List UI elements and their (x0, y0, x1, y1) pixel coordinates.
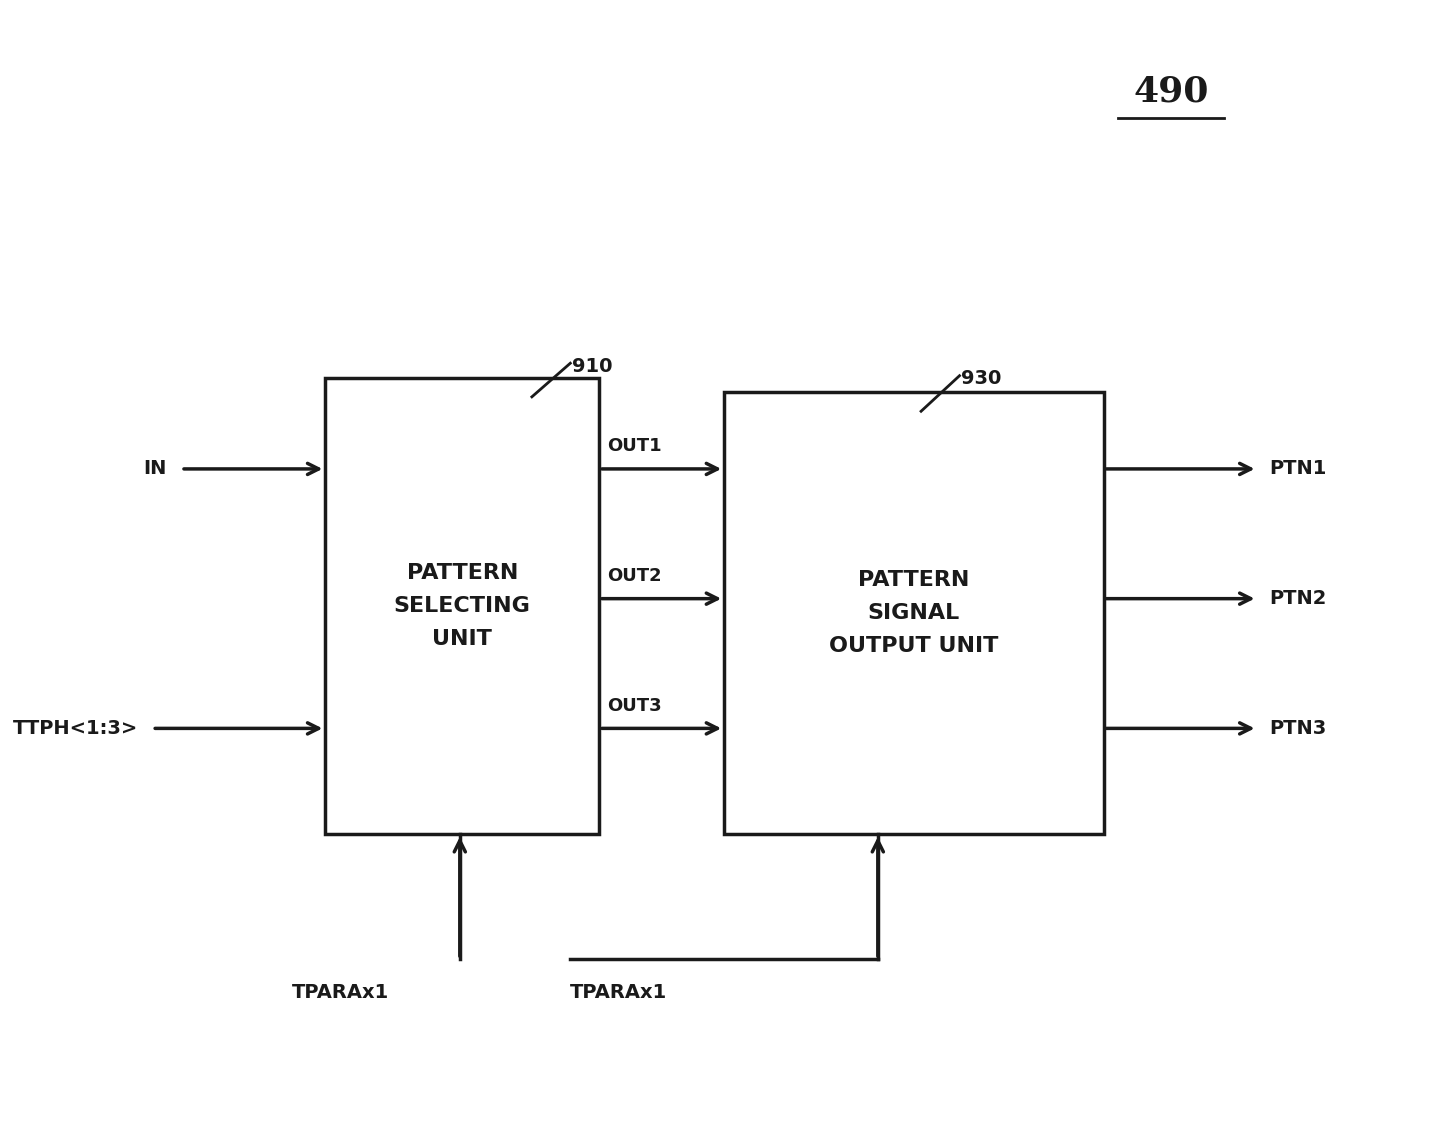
Text: PTN2: PTN2 (1269, 589, 1326, 608)
Text: 910: 910 (572, 356, 613, 375)
Text: OUT1: OUT1 (606, 438, 661, 456)
Text: PTN3: PTN3 (1269, 719, 1326, 737)
Bar (724, 392, 1103, 834)
Text: TTPH<1:3>: TTPH<1:3> (13, 719, 138, 737)
Text: 490: 490 (1133, 75, 1208, 109)
Bar (325, 378, 599, 834)
Text: 930: 930 (962, 369, 1002, 388)
Text: OUT3: OUT3 (606, 697, 661, 715)
Text: TPARAx1: TPARAx1 (292, 983, 389, 1002)
Text: TPARAx1: TPARAx1 (570, 983, 668, 1002)
Text: PATTERN
SELECTING
UNIT: PATTERN SELECTING UNIT (393, 563, 531, 649)
Text: PTN1: PTN1 (1269, 459, 1326, 478)
Text: IN: IN (144, 459, 167, 478)
Text: PATTERN
SIGNAL
OUTPUT UNIT: PATTERN SIGNAL OUTPUT UNIT (829, 570, 998, 656)
Text: OUT2: OUT2 (606, 568, 661, 585)
